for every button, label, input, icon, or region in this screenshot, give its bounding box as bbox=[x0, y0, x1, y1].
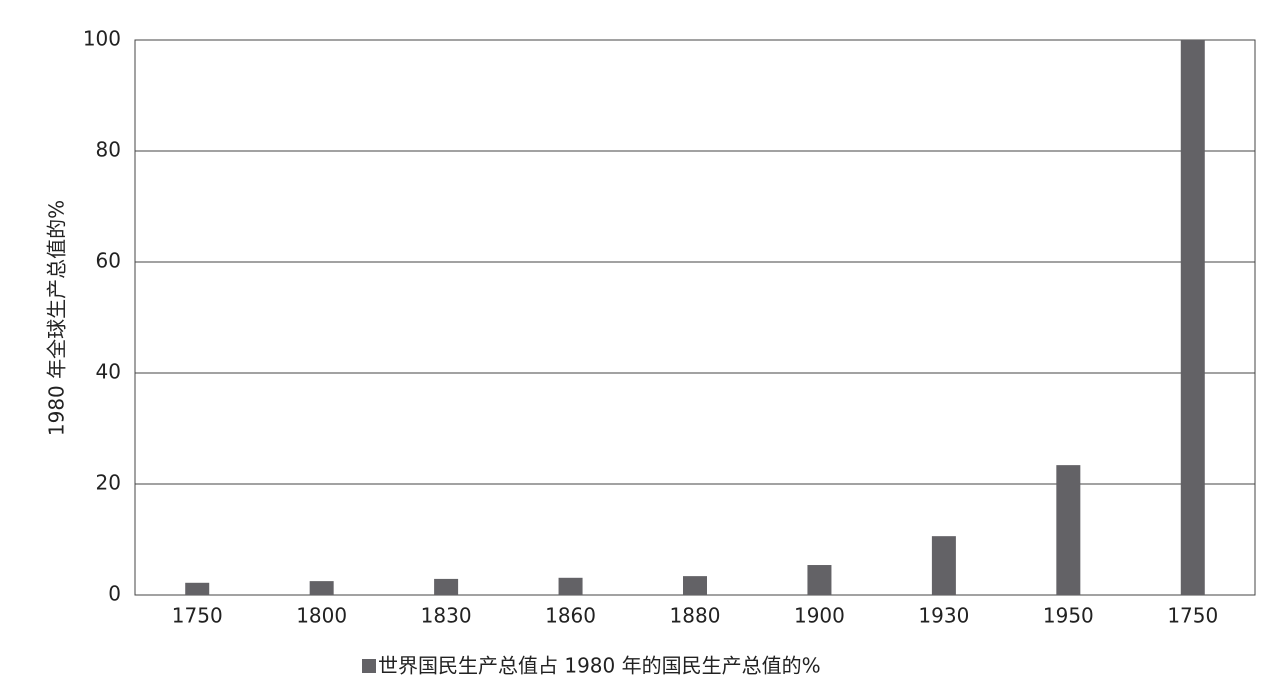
x-tick-label: 1750 bbox=[172, 604, 223, 628]
x-tick-label: 1830 bbox=[421, 604, 472, 628]
bar bbox=[434, 578, 459, 595]
y-axis-title: 1980 年全球生产总值的% bbox=[45, 200, 69, 436]
bar bbox=[558, 577, 583, 595]
x-tick-label: 1880 bbox=[670, 604, 721, 628]
x-tick-label: 1750 bbox=[1167, 604, 1218, 628]
bar bbox=[1056, 465, 1081, 595]
legend-swatch bbox=[362, 659, 376, 673]
plot-frame bbox=[134, 39, 1256, 596]
x-tick-label: 1800 bbox=[296, 604, 347, 628]
y-tick-label: 80 bbox=[96, 138, 121, 162]
bar bbox=[185, 582, 210, 595]
legend-label: 世界国民生产总值占 1980 年的国民生产总值的% bbox=[378, 654, 821, 678]
bar bbox=[931, 536, 956, 595]
x-tick-label: 1930 bbox=[918, 604, 969, 628]
x-tick-label: 1860 bbox=[545, 604, 596, 628]
y-tick-label: 60 bbox=[96, 249, 121, 273]
y-tick-label: 100 bbox=[83, 27, 121, 51]
bar bbox=[309, 581, 334, 595]
y-tick-label: 20 bbox=[96, 471, 121, 495]
bar bbox=[807, 565, 832, 595]
x-tick-label: 1900 bbox=[794, 604, 845, 628]
bar bbox=[1180, 40, 1205, 595]
y-tick-label: 40 bbox=[96, 360, 121, 384]
bar bbox=[683, 576, 707, 595]
x-tick-label: 1950 bbox=[1043, 604, 1094, 628]
y-tick-label: 0 bbox=[108, 582, 121, 606]
